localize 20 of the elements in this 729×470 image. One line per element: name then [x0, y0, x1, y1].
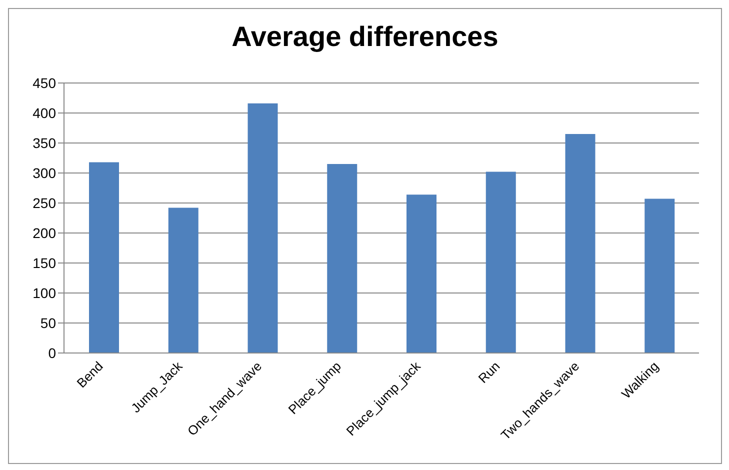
bar	[565, 134, 596, 353]
y-tick-label: 300	[32, 164, 56, 181]
x-tick-label: Run	[475, 358, 503, 386]
bar	[644, 198, 675, 353]
y-tick-label: 350	[32, 134, 56, 151]
bar	[89, 162, 119, 353]
y-tick-label: 50	[40, 314, 56, 331]
y-tick-label: 400	[32, 104, 56, 121]
bar	[327, 164, 358, 353]
bar	[248, 103, 278, 353]
bar	[168, 208, 198, 353]
y-tick-label: 0	[48, 344, 56, 361]
bar	[406, 194, 436, 353]
y-tick-label: 450	[32, 74, 56, 91]
y-tick-label: 250	[32, 194, 56, 211]
y-tick-label: 150	[32, 254, 56, 271]
y-tick-label: 200	[32, 224, 56, 241]
y-tick-label: 100	[32, 284, 56, 301]
chart-title: Average differences	[230, 20, 500, 54]
bar	[486, 172, 516, 353]
